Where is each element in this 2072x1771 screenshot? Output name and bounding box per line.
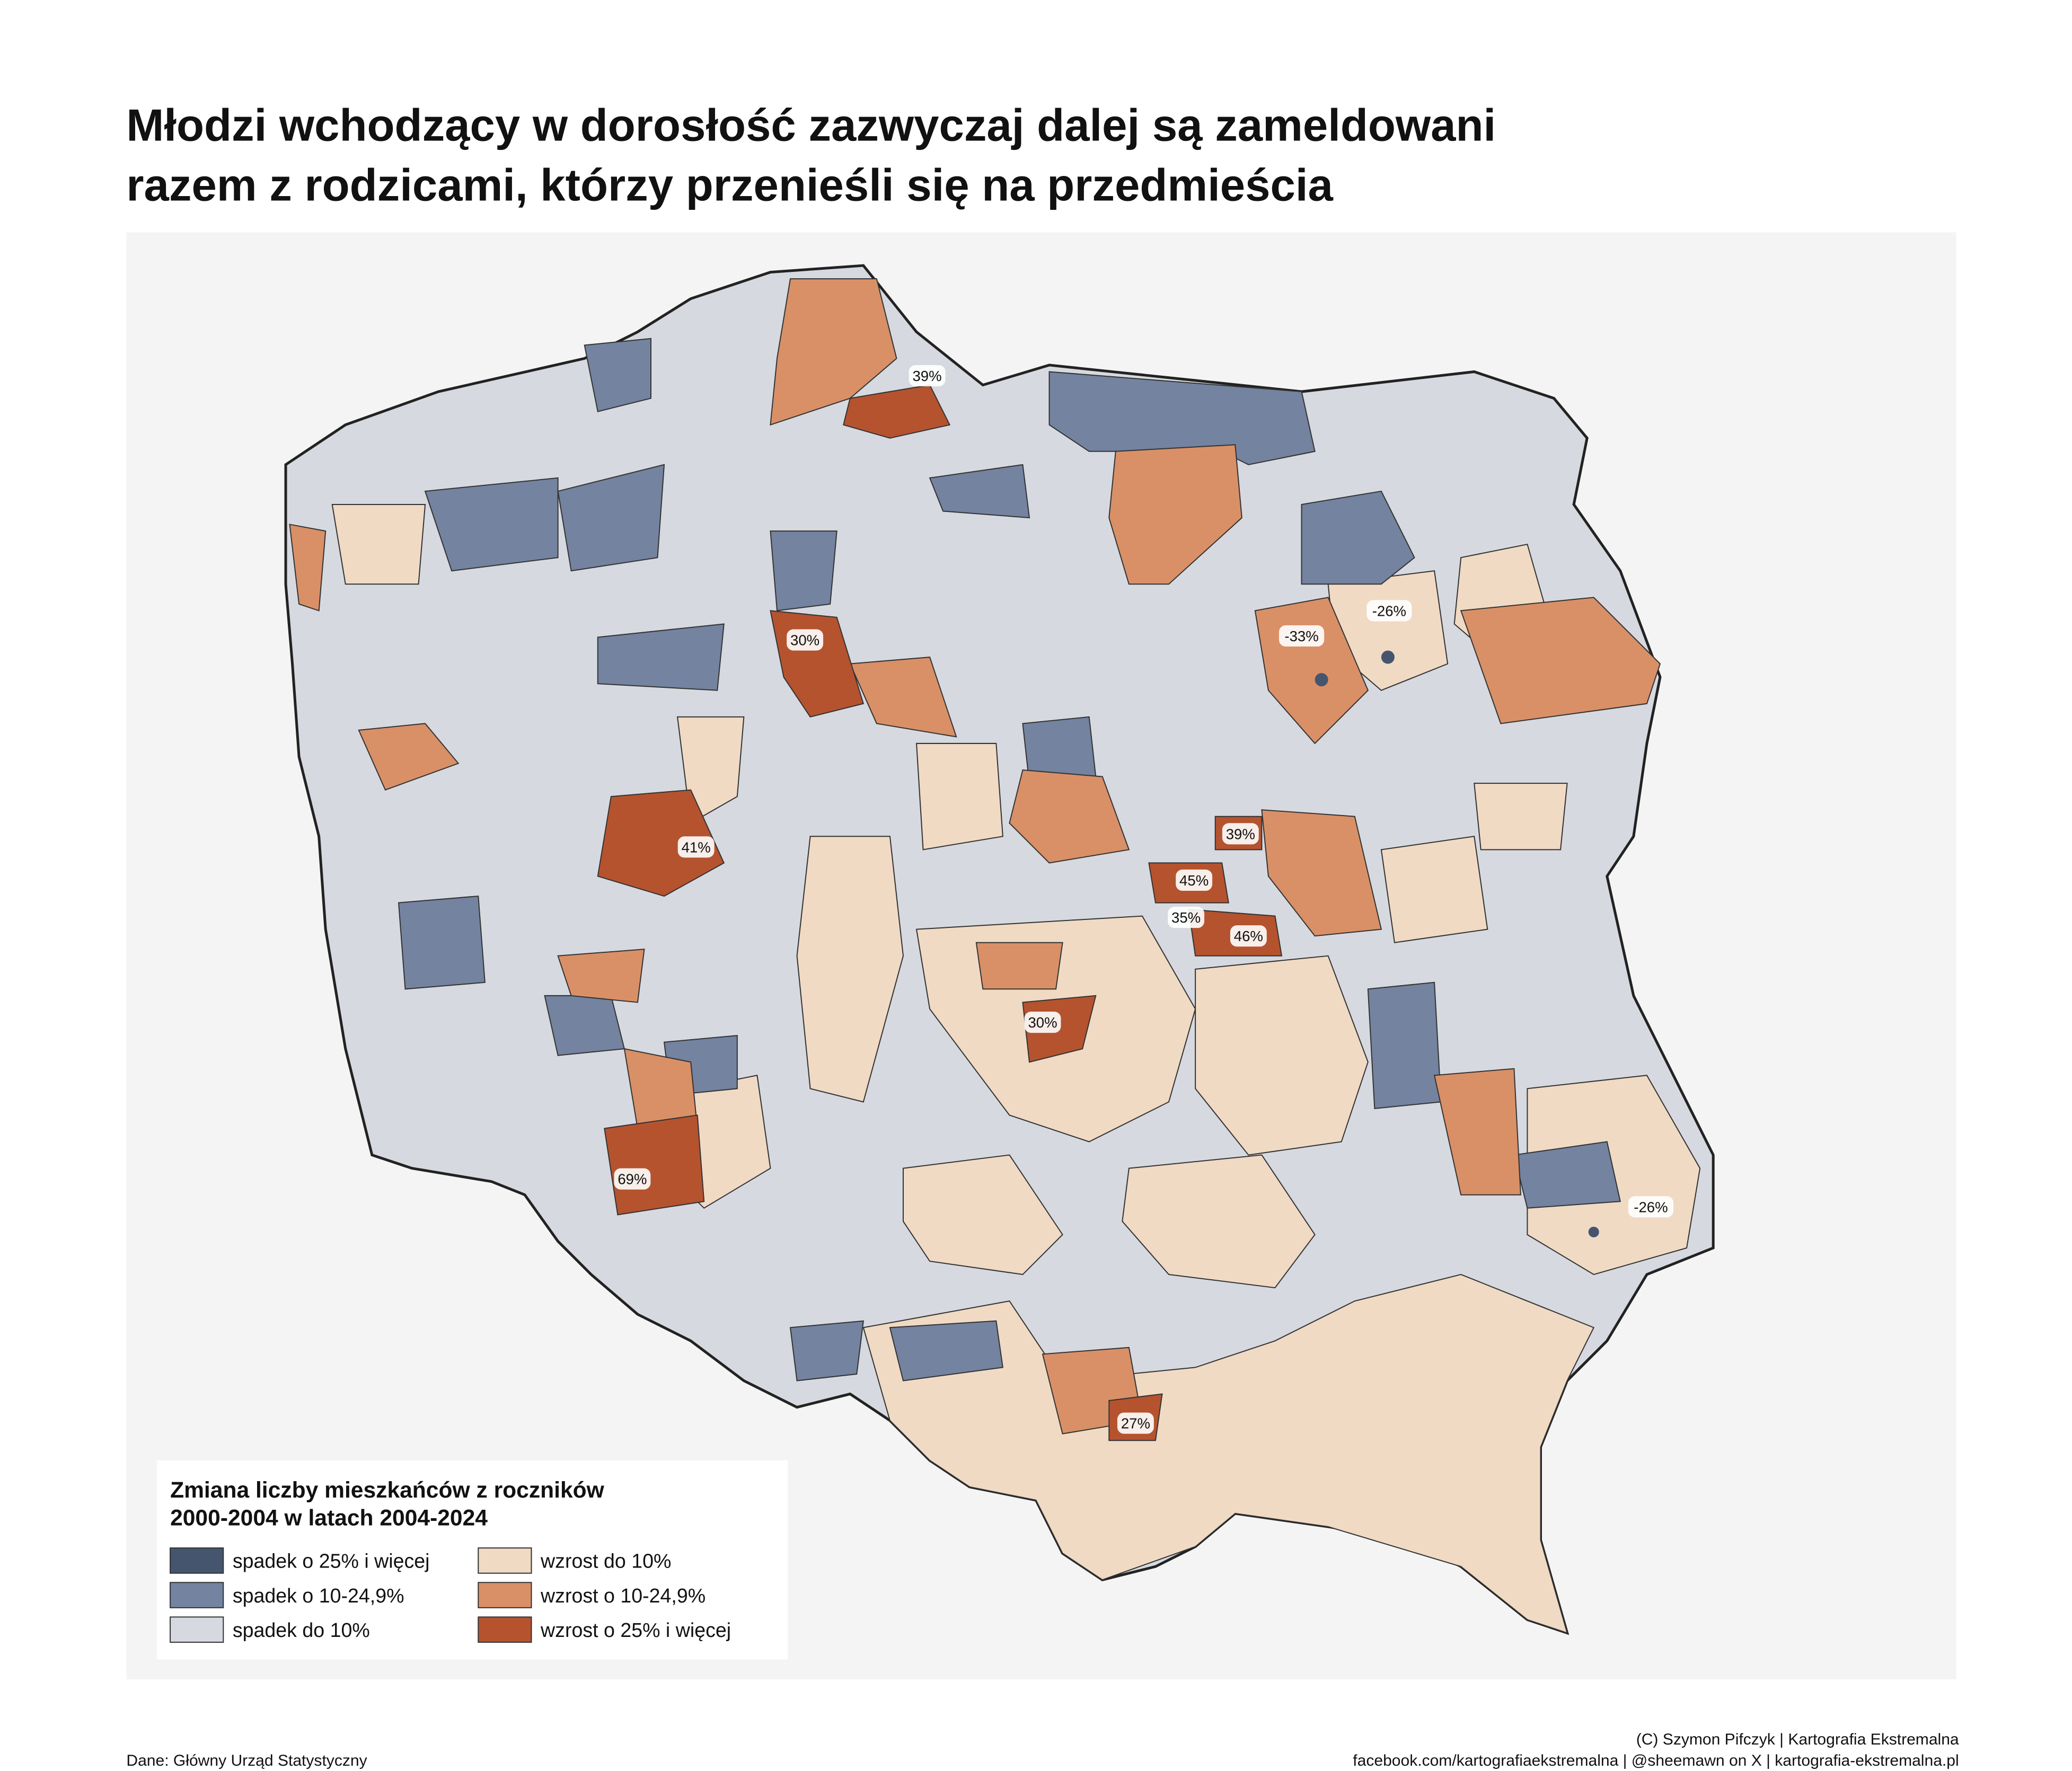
region <box>424 477 559 572</box>
region <box>929 464 1030 519</box>
region <box>1588 1226 1599 1237</box>
annotation-label: 39% <box>1226 826 1255 842</box>
region <box>1195 955 1369 1156</box>
legend-label: spadek o 25% i więcej <box>233 1550 430 1572</box>
annotation-box <box>1279 625 1325 647</box>
legend-swatch <box>478 1582 532 1608</box>
annotation-box <box>1024 1011 1061 1033</box>
annotation-box <box>1168 907 1205 928</box>
legend: Zmiana liczby mieszkańców z roczników 20… <box>157 1460 788 1660</box>
legend-label: spadek do 10% <box>233 1619 370 1641</box>
region <box>975 942 1063 990</box>
title-line: razem z rodzicami, którzy przenieśli się… <box>126 160 1333 210</box>
region <box>915 742 1003 851</box>
region <box>289 524 327 612</box>
region <box>889 1320 1004 1382</box>
region <box>770 530 837 612</box>
annotation-box <box>1222 823 1259 845</box>
annotation-label: 30% <box>790 632 819 649</box>
annotation-label: 35% <box>1171 909 1201 926</box>
annotation-label: 46% <box>1234 928 1263 944</box>
annotation-box <box>677 836 715 858</box>
legend-label: wzrost do 10% <box>540 1550 671 1572</box>
annotation-label: -33% <box>1284 628 1318 644</box>
region <box>1381 650 1395 664</box>
region <box>544 995 625 1056</box>
title-line: Młodzi wchodzący w dorosłość zazwyczaj d… <box>126 101 1496 151</box>
footer-credit: facebook.com/kartografiaekstremalna | @s… <box>1353 1752 1959 1769</box>
legend-swatch <box>478 1547 532 1574</box>
region <box>902 1154 1063 1276</box>
annotation-box <box>1628 1196 1674 1218</box>
annotation-label: 27% <box>1121 1415 1150 1432</box>
region <box>1460 597 1661 724</box>
region <box>1474 783 1568 851</box>
annotation-label: 69% <box>618 1171 647 1188</box>
region <box>843 384 951 439</box>
region <box>796 836 904 1103</box>
annotations: 39% 30% -26% -33% 41% 39% 45% 35% 46% 30% 69% -26% 2… <box>614 365 1674 1434</box>
footer-source: Dane: Główny Urząd Statystyczny <box>126 1752 367 1769</box>
legend-title: Zmiana liczby mieszkańców z roczników <box>170 1477 605 1503</box>
annotation-label: 45% <box>1179 872 1209 889</box>
annotation-box <box>614 1168 651 1190</box>
annotation-label: 39% <box>912 368 941 384</box>
legend-swatch <box>170 1547 224 1574</box>
annotation-label: -26% <box>1372 603 1406 619</box>
annotation-box <box>1230 925 1267 947</box>
annotation-label: -26% <box>1634 1199 1668 1215</box>
legend-title: 2000-2004 w latach 2004-2024 <box>170 1506 488 1531</box>
region <box>331 503 426 585</box>
region <box>1367 981 1442 1109</box>
region <box>604 1114 705 1216</box>
region <box>1380 836 1488 943</box>
region <box>597 789 725 897</box>
region <box>1433 1068 1521 1196</box>
annotation-label: 30% <box>1028 1014 1057 1031</box>
annotation-box <box>1366 600 1412 622</box>
legend-label: wzrost o 10-24,9% <box>540 1584 706 1607</box>
region <box>789 1320 864 1382</box>
legend-label: wzrost o 25% i więcej <box>540 1619 731 1641</box>
region <box>597 623 725 691</box>
legend-box <box>157 1460 788 1660</box>
annotation-box <box>1117 1412 1154 1434</box>
legend-swatch <box>170 1616 224 1643</box>
region <box>557 464 665 572</box>
region <box>584 338 651 412</box>
region <box>1108 444 1242 585</box>
region <box>358 723 460 791</box>
region <box>1009 769 1130 864</box>
legend-swatch <box>170 1582 224 1608</box>
annotation-box <box>787 629 824 651</box>
region <box>849 657 957 738</box>
region <box>398 895 486 990</box>
region <box>1261 809 1382 937</box>
region <box>1301 490 1415 585</box>
annotation-box <box>1176 869 1213 891</box>
legend-swatch <box>478 1616 532 1643</box>
region <box>1122 1154 1316 1289</box>
annotation-box <box>909 365 946 387</box>
legend-label: spadek o 10-24,9% <box>233 1584 404 1607</box>
region <box>1315 673 1328 687</box>
region <box>557 949 645 1003</box>
annotation-label: 41% <box>682 839 711 855</box>
region <box>1513 1141 1621 1209</box>
footer-credit: (C) Szymon Pifczyk | Kartografia Ekstrem… <box>1636 1731 1959 1748</box>
